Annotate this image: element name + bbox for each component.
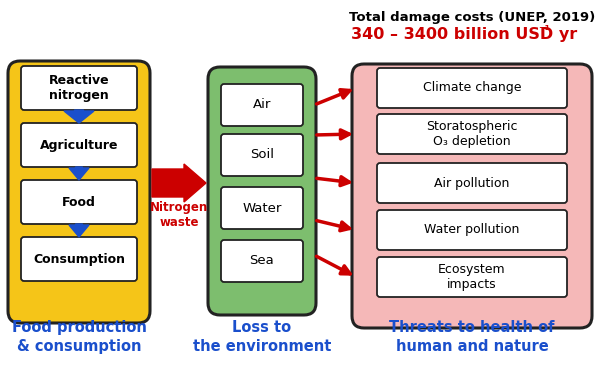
Text: Total damage costs (UNEP, 2019): Total damage costs (UNEP, 2019) bbox=[349, 11, 595, 25]
Text: Ecosystem
impacts: Ecosystem impacts bbox=[438, 263, 506, 291]
FancyBboxPatch shape bbox=[8, 61, 150, 323]
FancyBboxPatch shape bbox=[352, 64, 592, 328]
Text: Soil: Soil bbox=[250, 149, 274, 162]
Text: Loss to
the environment: Loss to the environment bbox=[193, 320, 331, 354]
Text: Reactive
nitrogen: Reactive nitrogen bbox=[49, 74, 109, 102]
FancyBboxPatch shape bbox=[377, 210, 567, 250]
Polygon shape bbox=[69, 224, 89, 237]
Text: Nitrogen
waste: Nitrogen waste bbox=[150, 201, 208, 229]
FancyBboxPatch shape bbox=[377, 68, 567, 108]
Text: ⁻¹: ⁻¹ bbox=[538, 23, 550, 36]
Text: Air pollution: Air pollution bbox=[434, 177, 509, 190]
FancyBboxPatch shape bbox=[377, 163, 567, 203]
Text: Consumption: Consumption bbox=[33, 252, 125, 265]
Polygon shape bbox=[152, 164, 206, 202]
Text: Agriculture: Agriculture bbox=[40, 139, 118, 152]
Text: Water pollution: Water pollution bbox=[424, 224, 520, 236]
FancyBboxPatch shape bbox=[221, 187, 303, 229]
Text: Storatospheric
O₃ depletion: Storatospheric O₃ depletion bbox=[426, 120, 518, 148]
FancyBboxPatch shape bbox=[221, 240, 303, 282]
Text: Food production
& consumption: Food production & consumption bbox=[11, 320, 146, 354]
Text: Water: Water bbox=[242, 201, 281, 214]
Text: Sea: Sea bbox=[250, 254, 274, 267]
FancyBboxPatch shape bbox=[21, 66, 137, 110]
Text: Food: Food bbox=[62, 195, 96, 208]
Text: Threats to health of
human and nature: Threats to health of human and nature bbox=[389, 320, 555, 354]
Text: 340 – 3400 billion USD yr: 340 – 3400 billion USD yr bbox=[351, 28, 577, 43]
FancyBboxPatch shape bbox=[221, 134, 303, 176]
Polygon shape bbox=[69, 167, 89, 180]
Text: Air: Air bbox=[253, 98, 271, 111]
Text: Climate change: Climate change bbox=[423, 82, 521, 95]
FancyBboxPatch shape bbox=[221, 84, 303, 126]
FancyBboxPatch shape bbox=[21, 237, 137, 281]
FancyBboxPatch shape bbox=[377, 257, 567, 297]
FancyBboxPatch shape bbox=[377, 114, 567, 154]
FancyBboxPatch shape bbox=[21, 123, 137, 167]
FancyBboxPatch shape bbox=[21, 180, 137, 224]
Polygon shape bbox=[64, 110, 94, 123]
FancyBboxPatch shape bbox=[208, 67, 316, 315]
